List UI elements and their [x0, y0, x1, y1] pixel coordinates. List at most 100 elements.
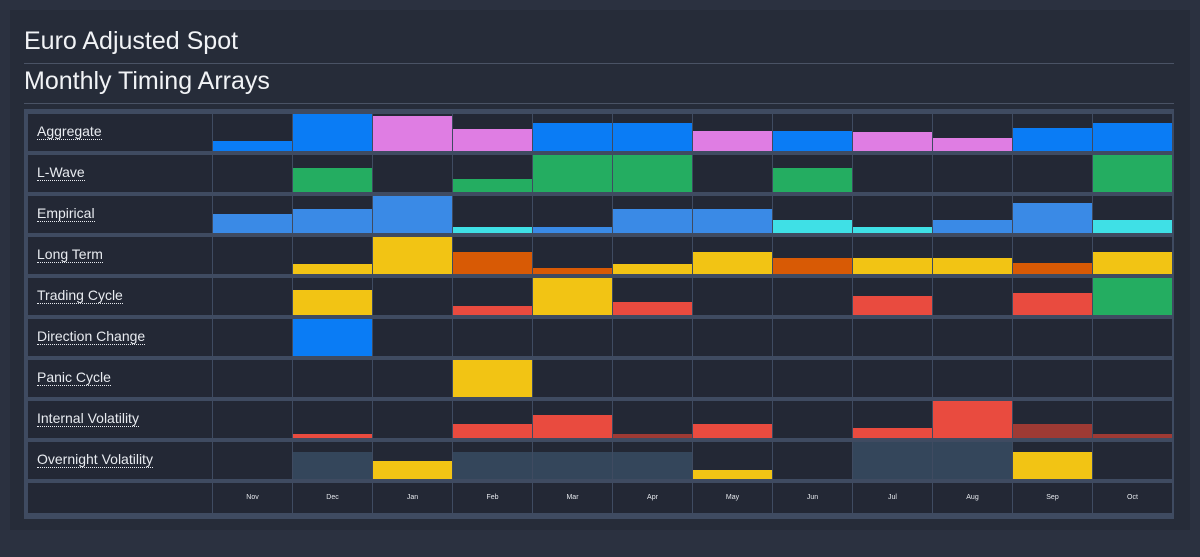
cell-jun — [773, 196, 852, 233]
cell-nov — [213, 155, 292, 192]
bar — [293, 452, 372, 479]
bar — [1093, 220, 1172, 233]
row-label[interactable]: Direction Change — [37, 328, 146, 345]
month-label: Jan — [373, 483, 452, 513]
timing-array-grid: Aggregate L-Wave Empirical Long Term Trading… — [24, 109, 1174, 519]
cell-nov — [213, 401, 292, 438]
cell-feb — [453, 196, 532, 233]
row-label[interactable]: L-Wave — [37, 164, 85, 181]
bar — [1013, 203, 1092, 233]
row-label-cell: Internal Volatility — [28, 401, 212, 438]
bar — [613, 155, 692, 192]
row-label[interactable]: Aggregate — [37, 123, 102, 140]
cell-dec — [293, 196, 372, 233]
cell-mar — [533, 278, 612, 315]
cell-sep — [1013, 237, 1092, 274]
row-label-cell: Trading Cycle — [28, 278, 212, 315]
bar — [1093, 278, 1172, 315]
bar — [293, 114, 372, 151]
bar — [373, 461, 452, 479]
cell-apr — [613, 237, 692, 274]
cell-nov — [213, 360, 292, 397]
cell-apr — [613, 155, 692, 192]
cell-aug — [933, 114, 1012, 151]
cell-nov — [213, 196, 292, 233]
cell-aug — [933, 319, 1012, 356]
bar — [1013, 424, 1092, 438]
row-aggregate: Aggregate — [28, 114, 1172, 151]
cell-apr — [613, 401, 692, 438]
cell-jun — [773, 319, 852, 356]
bar — [853, 227, 932, 233]
bar — [853, 258, 932, 274]
row-label[interactable]: Internal Volatility — [37, 410, 139, 427]
month-label: Dec — [293, 483, 372, 513]
cell-may — [693, 442, 772, 479]
cell-feb — [453, 155, 532, 192]
cell-jan — [373, 278, 452, 315]
cell-mar — [533, 401, 612, 438]
cell-dec — [293, 278, 372, 315]
cell-jan — [373, 237, 452, 274]
bar — [693, 252, 772, 274]
cell-jan — [373, 360, 452, 397]
bar — [613, 123, 692, 151]
cell-jul — [853, 360, 932, 397]
bar — [1013, 263, 1092, 274]
bar — [453, 227, 532, 233]
cell-sep — [1013, 401, 1092, 438]
cell-nov — [213, 442, 292, 479]
cell-oct — [1093, 401, 1172, 438]
cell-jun — [773, 155, 852, 192]
row-label[interactable]: Empirical — [37, 205, 95, 222]
cell-oct — [1093, 442, 1172, 479]
cell-sep — [1013, 442, 1092, 479]
bar — [773, 258, 852, 274]
chart-panel: Euro Adjusted Spot Monthly Timing Arrays… — [10, 10, 1190, 530]
cell-oct — [1093, 196, 1172, 233]
row-label[interactable]: Trading Cycle — [37, 287, 123, 304]
cell-jan — [373, 155, 452, 192]
cell-jul — [853, 114, 932, 151]
bar — [453, 452, 532, 479]
cell-oct — [1093, 278, 1172, 315]
bar — [773, 220, 852, 233]
bar — [453, 360, 532, 397]
bar — [1013, 128, 1092, 151]
cell-mar — [533, 360, 612, 397]
cell-feb — [453, 401, 532, 438]
cell-jun — [773, 401, 852, 438]
cell-may — [693, 278, 772, 315]
bar — [933, 220, 1012, 233]
cell-aug — [933, 237, 1012, 274]
bar — [933, 401, 1012, 438]
cell-feb — [453, 278, 532, 315]
bar — [293, 168, 372, 192]
month-label: Aug — [933, 483, 1012, 513]
bar — [933, 138, 1012, 151]
cell-mar — [533, 114, 612, 151]
cell-feb — [453, 114, 532, 151]
row-empirical: Empirical — [28, 196, 1172, 233]
row-label[interactable]: Long Term — [37, 246, 103, 263]
row-label[interactable]: Panic Cycle — [37, 369, 111, 386]
bar — [453, 179, 532, 192]
month-label: Oct — [1093, 483, 1172, 513]
row-label[interactable]: Overnight Volatility — [37, 451, 153, 468]
bar — [693, 470, 772, 479]
cell-dec — [293, 401, 372, 438]
cell-oct — [1093, 114, 1172, 151]
cell-jun — [773, 237, 852, 274]
cell-mar — [533, 442, 612, 479]
cell-jul — [853, 401, 932, 438]
cell-feb — [453, 237, 532, 274]
cell-may — [693, 114, 772, 151]
cell-oct — [1093, 319, 1172, 356]
cell-oct — [1093, 155, 1172, 192]
row-panic-cycle: Panic Cycle — [28, 360, 1172, 397]
cell-apr — [613, 442, 692, 479]
cell-dec — [293, 360, 372, 397]
cell-feb — [453, 442, 532, 479]
cell-aug — [933, 401, 1012, 438]
cell-mar — [533, 196, 612, 233]
